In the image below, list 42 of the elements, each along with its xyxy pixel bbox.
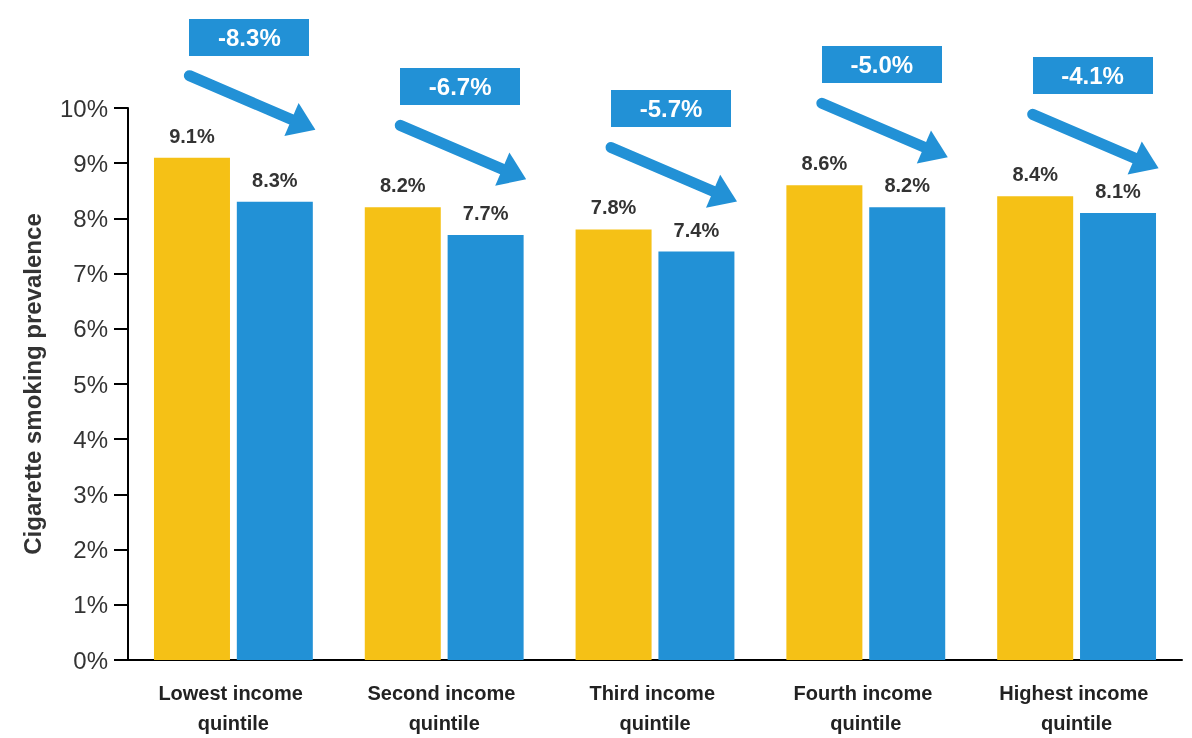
bar	[447, 234, 524, 660]
y-tick-label: 2%	[73, 536, 108, 564]
data-label: 7.4%	[673, 218, 720, 241]
x-tick-label: Highest income quintile	[999, 682, 1154, 734]
y-tick-label: 0%	[73, 646, 108, 674]
data-label: 8.4%	[1012, 163, 1059, 186]
y-tick-label: 6%	[73, 315, 108, 343]
bar	[997, 196, 1074, 660]
y-tick-label: 9%	[73, 149, 108, 177]
x-tick-label: Lowest income quintile	[158, 682, 309, 734]
text: -6.7%	[400, 68, 521, 106]
data-label: 7.7%	[462, 201, 509, 224]
y-tick-label: 1%	[73, 591, 108, 619]
y-tick-label: 10%	[59, 94, 108, 122]
y-tick-label: 4%	[73, 425, 108, 453]
x-tick-label: Second income quintile	[367, 682, 521, 734]
x-tick-label: Fourth income quintile	[793, 682, 939, 734]
data-label: 8.2%	[884, 174, 931, 197]
data-label: 8.2%	[379, 174, 426, 197]
text: -8.3%	[189, 18, 310, 56]
bar	[869, 207, 946, 660]
bar	[364, 207, 441, 660]
data-label: 8.1%	[1095, 179, 1142, 202]
data-label: 9.1%	[169, 124, 215, 147]
bar	[786, 185, 863, 660]
data-label: 8.6%	[801, 152, 848, 175]
y-tick-label: 8%	[73, 204, 108, 232]
y-tick-label: 5%	[73, 370, 108, 398]
bar	[658, 251, 735, 660]
bar	[153, 157, 230, 660]
bar	[236, 201, 313, 660]
y-tick-label: 3%	[73, 480, 108, 508]
data-label: 7.8%	[590, 196, 637, 219]
x-tick-label: Third income quintile	[589, 682, 721, 734]
text: -4.1%	[1032, 57, 1153, 95]
y-tick-label: 7%	[73, 260, 108, 288]
y-axis-title: Cigarette smoking prevalence	[18, 213, 46, 555]
annotation: -5.7%	[611, 90, 731, 128]
bar	[1080, 212, 1157, 660]
text: -5.0%	[821, 46, 942, 84]
data-label: 8.3%	[252, 168, 298, 191]
bar	[575, 229, 652, 660]
